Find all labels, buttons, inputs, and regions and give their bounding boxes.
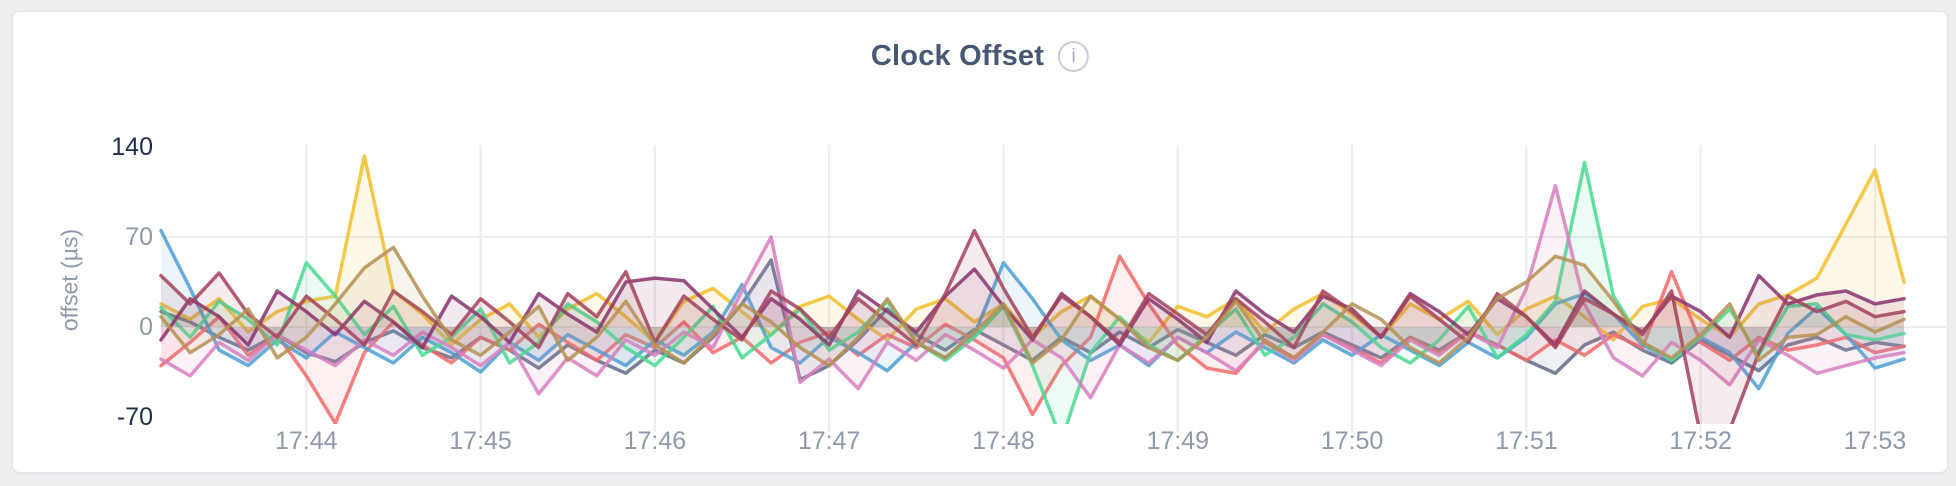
y-axis-tick-label: 0 (139, 313, 153, 341)
plot-hover-area[interactable] (165, 145, 1956, 424)
info-icon[interactable]: i (1058, 41, 1090, 72)
y-axis-tick-label: 70 (125, 223, 153, 251)
x-axis-tick-label: 17:52 (1669, 427, 1732, 455)
x-axis-tick-label: 17:50 (1320, 427, 1384, 455)
x-axis-tick-label: 17:46 (623, 427, 687, 455)
series-line-3 (159, 254, 1906, 424)
series-line-8 (159, 228, 1906, 424)
card-header: Clock Offset i (870, 40, 1090, 73)
chart-plot[interactable] (13, 12, 1956, 486)
series-area-2 (161, 156, 1904, 345)
series-area-7 (161, 269, 1904, 348)
y-axis-tick-label: -70 (116, 403, 153, 431)
x-axis-tick-label: 17:51 (1495, 427, 1558, 455)
x-axis-tick-label: 17:47 (797, 427, 861, 455)
clock-offset-chart: offset (µs) 140 70 0 -70 17:44 17:45 17:46 17:… (13, 12, 1956, 472)
x-axis-tick-label: 17:49 (1146, 427, 1210, 455)
chart-title: Clock Offset (870, 40, 1045, 72)
x-axis-tick-label: 17:48 (972, 427, 1035, 455)
x-axis-tick-label: 17:44 (274, 427, 338, 455)
series-area-6 (161, 185, 1904, 398)
y-axis-tick-label: 140 (111, 133, 153, 161)
series-area-8 (161, 230, 1904, 424)
x-axis-tick-label: 17:53 (1843, 427, 1907, 455)
x-axis-tick-label: 17:45 (449, 427, 512, 455)
series-line-9 (159, 245, 1906, 368)
clock-offset-card: Clock Offset i offset (µs) 140 70 0 -70 17:… (12, 11, 1956, 473)
